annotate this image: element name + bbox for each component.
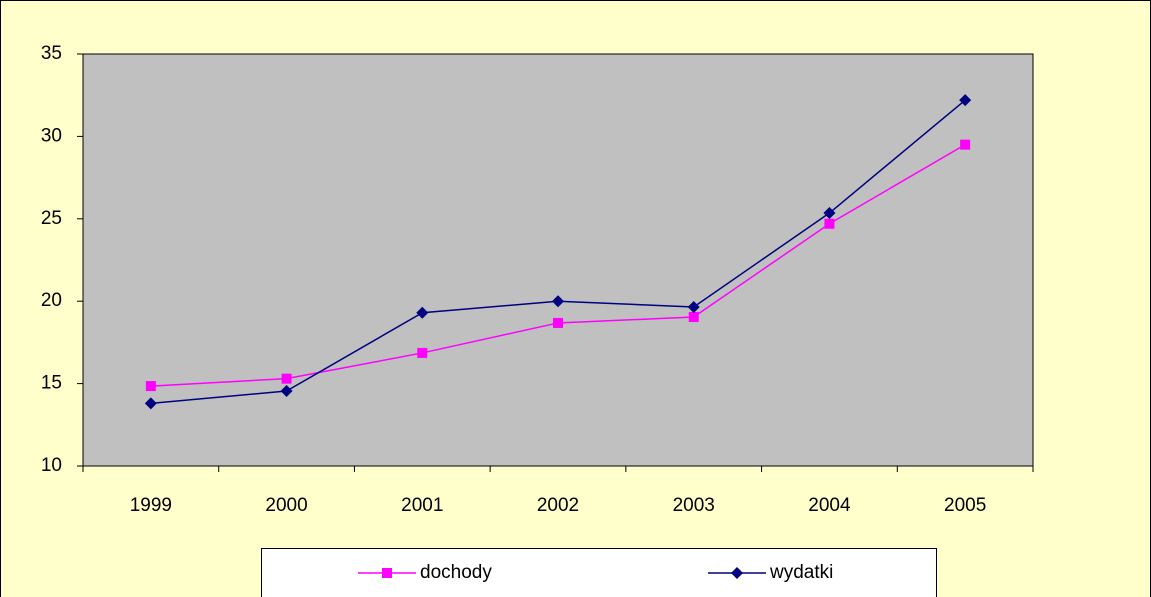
y-tick-label: 15 xyxy=(41,373,62,394)
y-tick-label: 10 xyxy=(41,455,62,476)
marker xyxy=(824,218,835,229)
legend-label: dochody xyxy=(420,562,492,583)
marker xyxy=(144,397,157,410)
y-tick-label: 20 xyxy=(41,290,62,311)
y-tick-label: 35 xyxy=(41,43,62,64)
marker xyxy=(688,312,699,323)
marker xyxy=(145,381,156,392)
marker xyxy=(960,139,971,150)
marker xyxy=(553,317,563,328)
marker xyxy=(417,347,428,358)
plot-area xyxy=(82,53,1034,467)
x-tick-label: 2002 xyxy=(537,495,579,516)
marker xyxy=(823,207,836,220)
x-tick-label: 1999 xyxy=(130,495,172,516)
x-tick-label: 2004 xyxy=(808,495,851,516)
marker xyxy=(280,385,293,398)
legend-label: wydatki xyxy=(769,562,833,583)
marker xyxy=(731,567,743,579)
x-tick-label: 2003 xyxy=(673,495,715,516)
y-tick-label: 30 xyxy=(41,125,62,146)
marker xyxy=(959,94,972,107)
marker xyxy=(382,568,392,578)
marker xyxy=(416,306,429,319)
marker xyxy=(552,295,564,308)
y-tick-label: 25 xyxy=(41,208,62,229)
marker xyxy=(687,300,700,313)
x-tick-label: 2005 xyxy=(944,495,986,516)
x-tick-label: 2001 xyxy=(401,495,443,516)
x-tick-label: 2000 xyxy=(265,495,307,516)
marker xyxy=(281,373,292,384)
